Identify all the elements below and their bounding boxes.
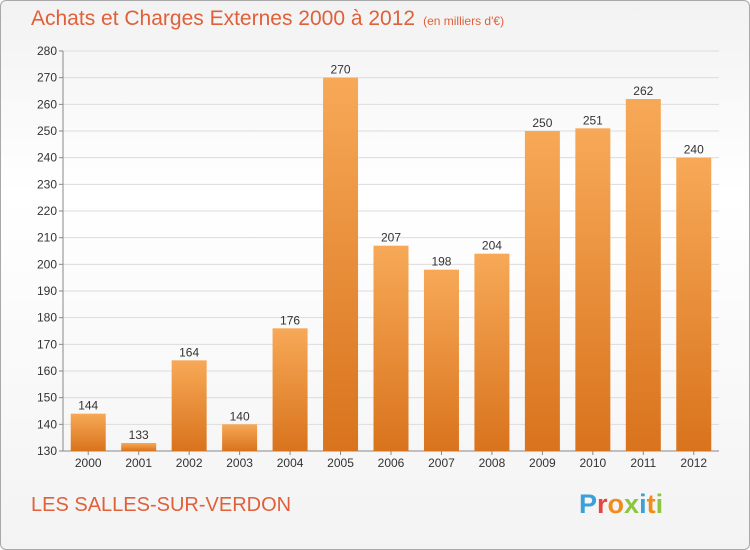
y-tick-label: 260 (37, 97, 57, 111)
brand-logo-letter: i (655, 489, 664, 519)
x-tick-label: 2007 (428, 456, 455, 470)
bar (373, 245, 409, 451)
x-tick-label: 2011 (630, 456, 656, 470)
x-tick-label: 2003 (226, 456, 253, 470)
bar (171, 360, 207, 451)
x-tick-label: 2004 (277, 456, 304, 470)
data-label: 250 (532, 116, 552, 130)
bar (121, 443, 157, 451)
y-tick-label: 200 (37, 257, 57, 271)
y-tick-label: 250 (37, 124, 57, 138)
bar (676, 157, 712, 451)
chart-title: Achats et Charges Externes 2000 à 2012 (31, 7, 416, 30)
data-label: 270 (331, 63, 351, 77)
commune-name: LES SALLES-SUR-VERDON (31, 494, 292, 516)
y-tick-label: 170 (37, 337, 57, 351)
brand-logo-letter: i (639, 489, 647, 519)
data-label: 262 (633, 84, 653, 98)
bar (70, 413, 106, 451)
bar (272, 328, 308, 451)
data-label: 140 (230, 409, 250, 423)
x-tick-label: 2009 (529, 456, 556, 470)
y-tick-label: 220 (37, 204, 57, 218)
chart-unit-note: (en milliers d'€) (423, 14, 505, 28)
data-label: 204 (482, 239, 502, 253)
y-tick-label: 130 (37, 444, 57, 458)
x-tick-label: 2001 (125, 456, 152, 470)
y-tick-label: 140 (37, 417, 57, 431)
x-tick-label: 2002 (176, 456, 203, 470)
data-label: 176 (280, 313, 300, 327)
y-tick-label: 160 (37, 364, 57, 378)
x-tick-label: 2008 (479, 456, 506, 470)
brand-logo-letter: o (607, 489, 625, 519)
y-tick-label: 180 (37, 311, 57, 325)
data-label: 133 (129, 428, 149, 442)
brand-logo-letter: P (579, 489, 598, 519)
y-tick-label: 190 (37, 284, 57, 298)
x-tick-label: 2006 (378, 456, 405, 470)
bar (222, 424, 258, 451)
y-tick-label: 270 (37, 71, 57, 85)
y-tick-label: 210 (37, 231, 57, 245)
y-tick-label: 230 (37, 177, 57, 191)
data-label: 198 (431, 255, 451, 269)
x-tick-label: 2000 (75, 456, 102, 470)
x-tick-label: 2005 (327, 456, 354, 470)
x-tick-label: 2010 (579, 456, 606, 470)
bar (625, 99, 661, 451)
x-tick-label: 2012 (680, 456, 707, 470)
title-row: Achats et Charges Externes 2000 à 2012 (e… (31, 7, 504, 31)
data-label: 240 (684, 143, 704, 157)
brand-logo-letter: r (597, 489, 608, 519)
bar (575, 128, 611, 451)
data-label: 251 (583, 113, 603, 127)
y-tick-label: 280 (37, 44, 57, 58)
brand-logo: Proxiti (579, 489, 663, 520)
bar (524, 131, 560, 451)
data-label: 164 (179, 345, 199, 359)
y-tick-label: 150 (37, 391, 57, 405)
data-label: 207 (381, 231, 401, 245)
data-label: 144 (78, 399, 98, 413)
brand-logo-letter: t (646, 489, 656, 519)
bar (474, 253, 510, 451)
y-tick-label: 240 (37, 151, 57, 165)
bar (423, 269, 459, 451)
brand-logo-letter: x (624, 489, 640, 519)
bar (323, 77, 359, 452)
